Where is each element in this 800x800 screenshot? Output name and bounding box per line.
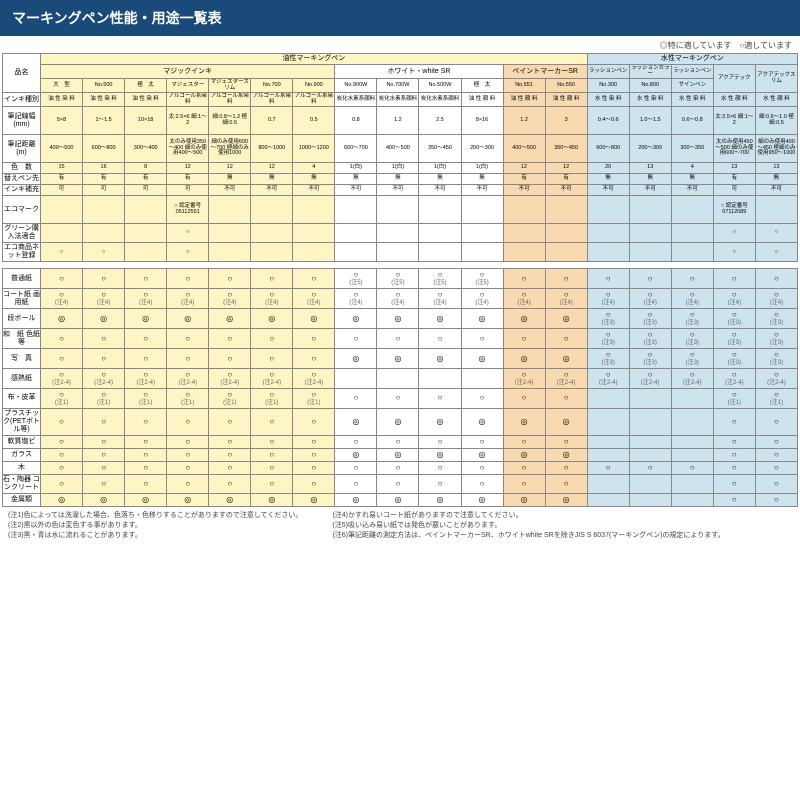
material-table: 普通紙○○○○○○○○(注5)○(注5)○(注5)○(注5)○○○○○○○コート…	[2, 268, 798, 507]
material-row: 金属類	[3, 494, 41, 507]
page-title: マーキングペン性能・用途一覧表	[0, 0, 800, 36]
material-row: プラスチック(PETボトル等)	[3, 408, 41, 435]
note: (注6)筆記距離の測定方法は、ペイントマーカーSR、ホワイトwhite SRを除…	[332, 531, 724, 541]
note: (注2)黒以外の色は変色する事があります。	[8, 521, 302, 531]
material-row: 木	[3, 462, 41, 475]
legend: ◎特に適しています ○適しています	[0, 36, 800, 53]
note: (注5)吸い込み易い紙では発色が悪いことがあります。	[332, 521, 724, 531]
material-row: ガラス	[3, 449, 41, 462]
footnotes: (注1)色によっては洗濯した場合、色落ち・色移りすることがありますので注意してく…	[0, 507, 800, 544]
material-row: 布・皮革	[3, 389, 41, 409]
spec-table: 品名 油性マーキングペン 水性マーキングペン マジックインキ ホワイト・whit…	[2, 53, 798, 262]
material-row: 感熱紙	[3, 369, 41, 389]
hdr-hinmei: 品名	[3, 54, 41, 93]
material-row: 石・陶器 コンクリート	[3, 475, 41, 494]
material-row: コート紙 画用紙	[3, 289, 41, 309]
note: (注1)色によっては洗濯した場合、色落ち・色移りすることがありますので注意してく…	[8, 511, 302, 521]
material-row: 段ボール	[3, 309, 41, 329]
material-row: 写 真	[3, 349, 41, 369]
note: (注4)かすれ易いコート紙がありますので注意してください。	[332, 511, 724, 521]
material-row: 和 紙 色紙等	[3, 329, 41, 349]
material-row: 普通紙	[3, 269, 41, 289]
note: (注3)黒・青は水に流れることがあります。	[8, 531, 302, 541]
material-row: 軟質塩ビ	[3, 436, 41, 449]
